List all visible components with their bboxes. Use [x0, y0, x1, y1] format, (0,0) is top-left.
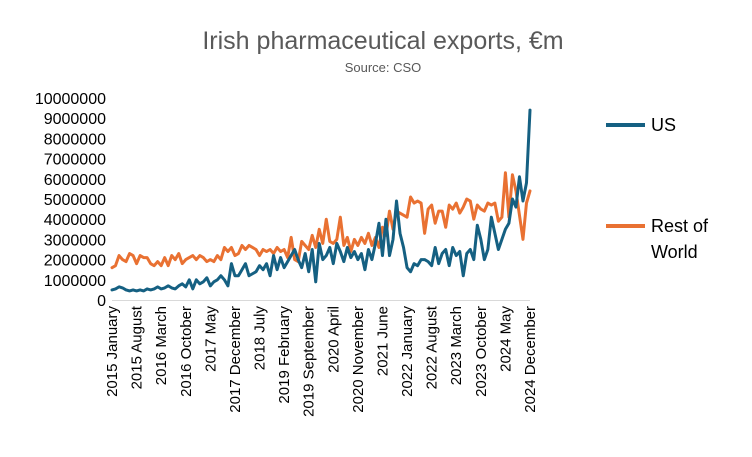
- y-tick-label: 5000000: [44, 192, 106, 209]
- y-tick-label: 6000000: [44, 172, 106, 189]
- chart-title: Irish pharmaceutical exports, €m: [202, 27, 563, 55]
- y-tick-label: 0: [97, 293, 106, 310]
- legend-label-rest-of-world: Rest of World: [651, 216, 709, 262]
- x-tick-label: 2017 May: [202, 306, 219, 372]
- y-tick-label: 10000000: [35, 91, 106, 108]
- x-tick-label: 2024 December: [522, 306, 539, 413]
- x-tick-label: 2017 December: [227, 306, 244, 413]
- y-tick-label: 4000000: [44, 212, 106, 229]
- x-tick-label: 2016 March: [153, 306, 170, 385]
- x-tick-label: 2023 October: [473, 306, 490, 397]
- x-tick-label: 2021 June: [374, 306, 391, 376]
- y-tick-label: 9000000: [44, 111, 106, 128]
- x-tick-label: 2022 August: [424, 305, 441, 389]
- x-tick-label: 2018 July: [252, 306, 269, 371]
- y-tick-label: 7000000: [44, 152, 106, 169]
- x-tick-label: 2020 November: [350, 306, 367, 413]
- x-tick-label: 2019 February: [276, 306, 293, 404]
- x-tick-label: 2023 March: [448, 306, 465, 385]
- y-axis: 0 1000000 2000000 3000000 4000000 5000000 6000…: [35, 91, 106, 310]
- x-tick-label: 2020 April: [325, 306, 342, 373]
- x-tick-label: 2015 January: [104, 306, 121, 397]
- series-line-us: [110, 108, 532, 293]
- legend: US Rest of World: [606, 115, 709, 262]
- legend-label-us: US: [651, 115, 676, 135]
- y-tick-label: 2000000: [44, 253, 106, 270]
- x-tick-label: 2022 January: [399, 306, 416, 397]
- chart-subtitle: Source: CSO: [345, 60, 422, 75]
- y-tick-label: 8000000: [44, 131, 106, 148]
- x-tick-label: 2016 October: [178, 306, 195, 397]
- x-tick-label: 2015 August: [129, 305, 146, 389]
- series-line-rest-of-world: [110, 171, 532, 270]
- x-axis: 2015 January 2015 August 2016 March 2016 Oc…: [104, 300, 539, 417]
- plot-area: [110, 108, 532, 293]
- y-tick-label: 3000000: [44, 232, 106, 249]
- x-tick-label: 2024 May: [497, 306, 514, 372]
- x-tick-label: 2019 September: [301, 306, 318, 417]
- y-tick-label: 1000000: [44, 273, 106, 290]
